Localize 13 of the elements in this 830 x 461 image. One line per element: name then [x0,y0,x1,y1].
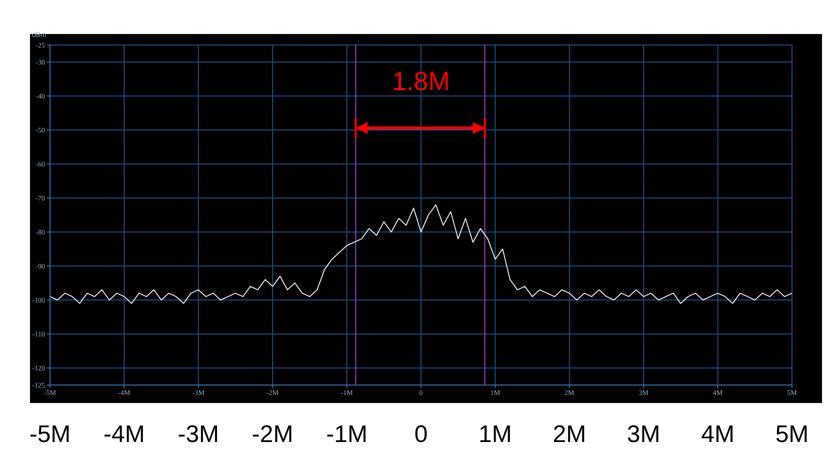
x2-tick-label: 3M [626,421,660,448]
x2-tick-label: -1M [326,421,368,448]
line-series [50,204,792,304]
x2-tick-label: -3M [178,421,220,448]
x2-tick-label: 1M [478,421,512,448]
x2-tick-label: -5M [29,421,71,448]
x2-tick-label: 5M [775,421,809,448]
annotation: 1.8M [392,66,450,96]
x2-tick-label: -2M [252,421,294,448]
x2-tick-label: 2M [552,421,586,448]
x2-tick-label: 4M [701,421,734,448]
x2-tick-label: 0 [414,421,428,448]
x2-tick-label: -4M [104,421,145,448]
